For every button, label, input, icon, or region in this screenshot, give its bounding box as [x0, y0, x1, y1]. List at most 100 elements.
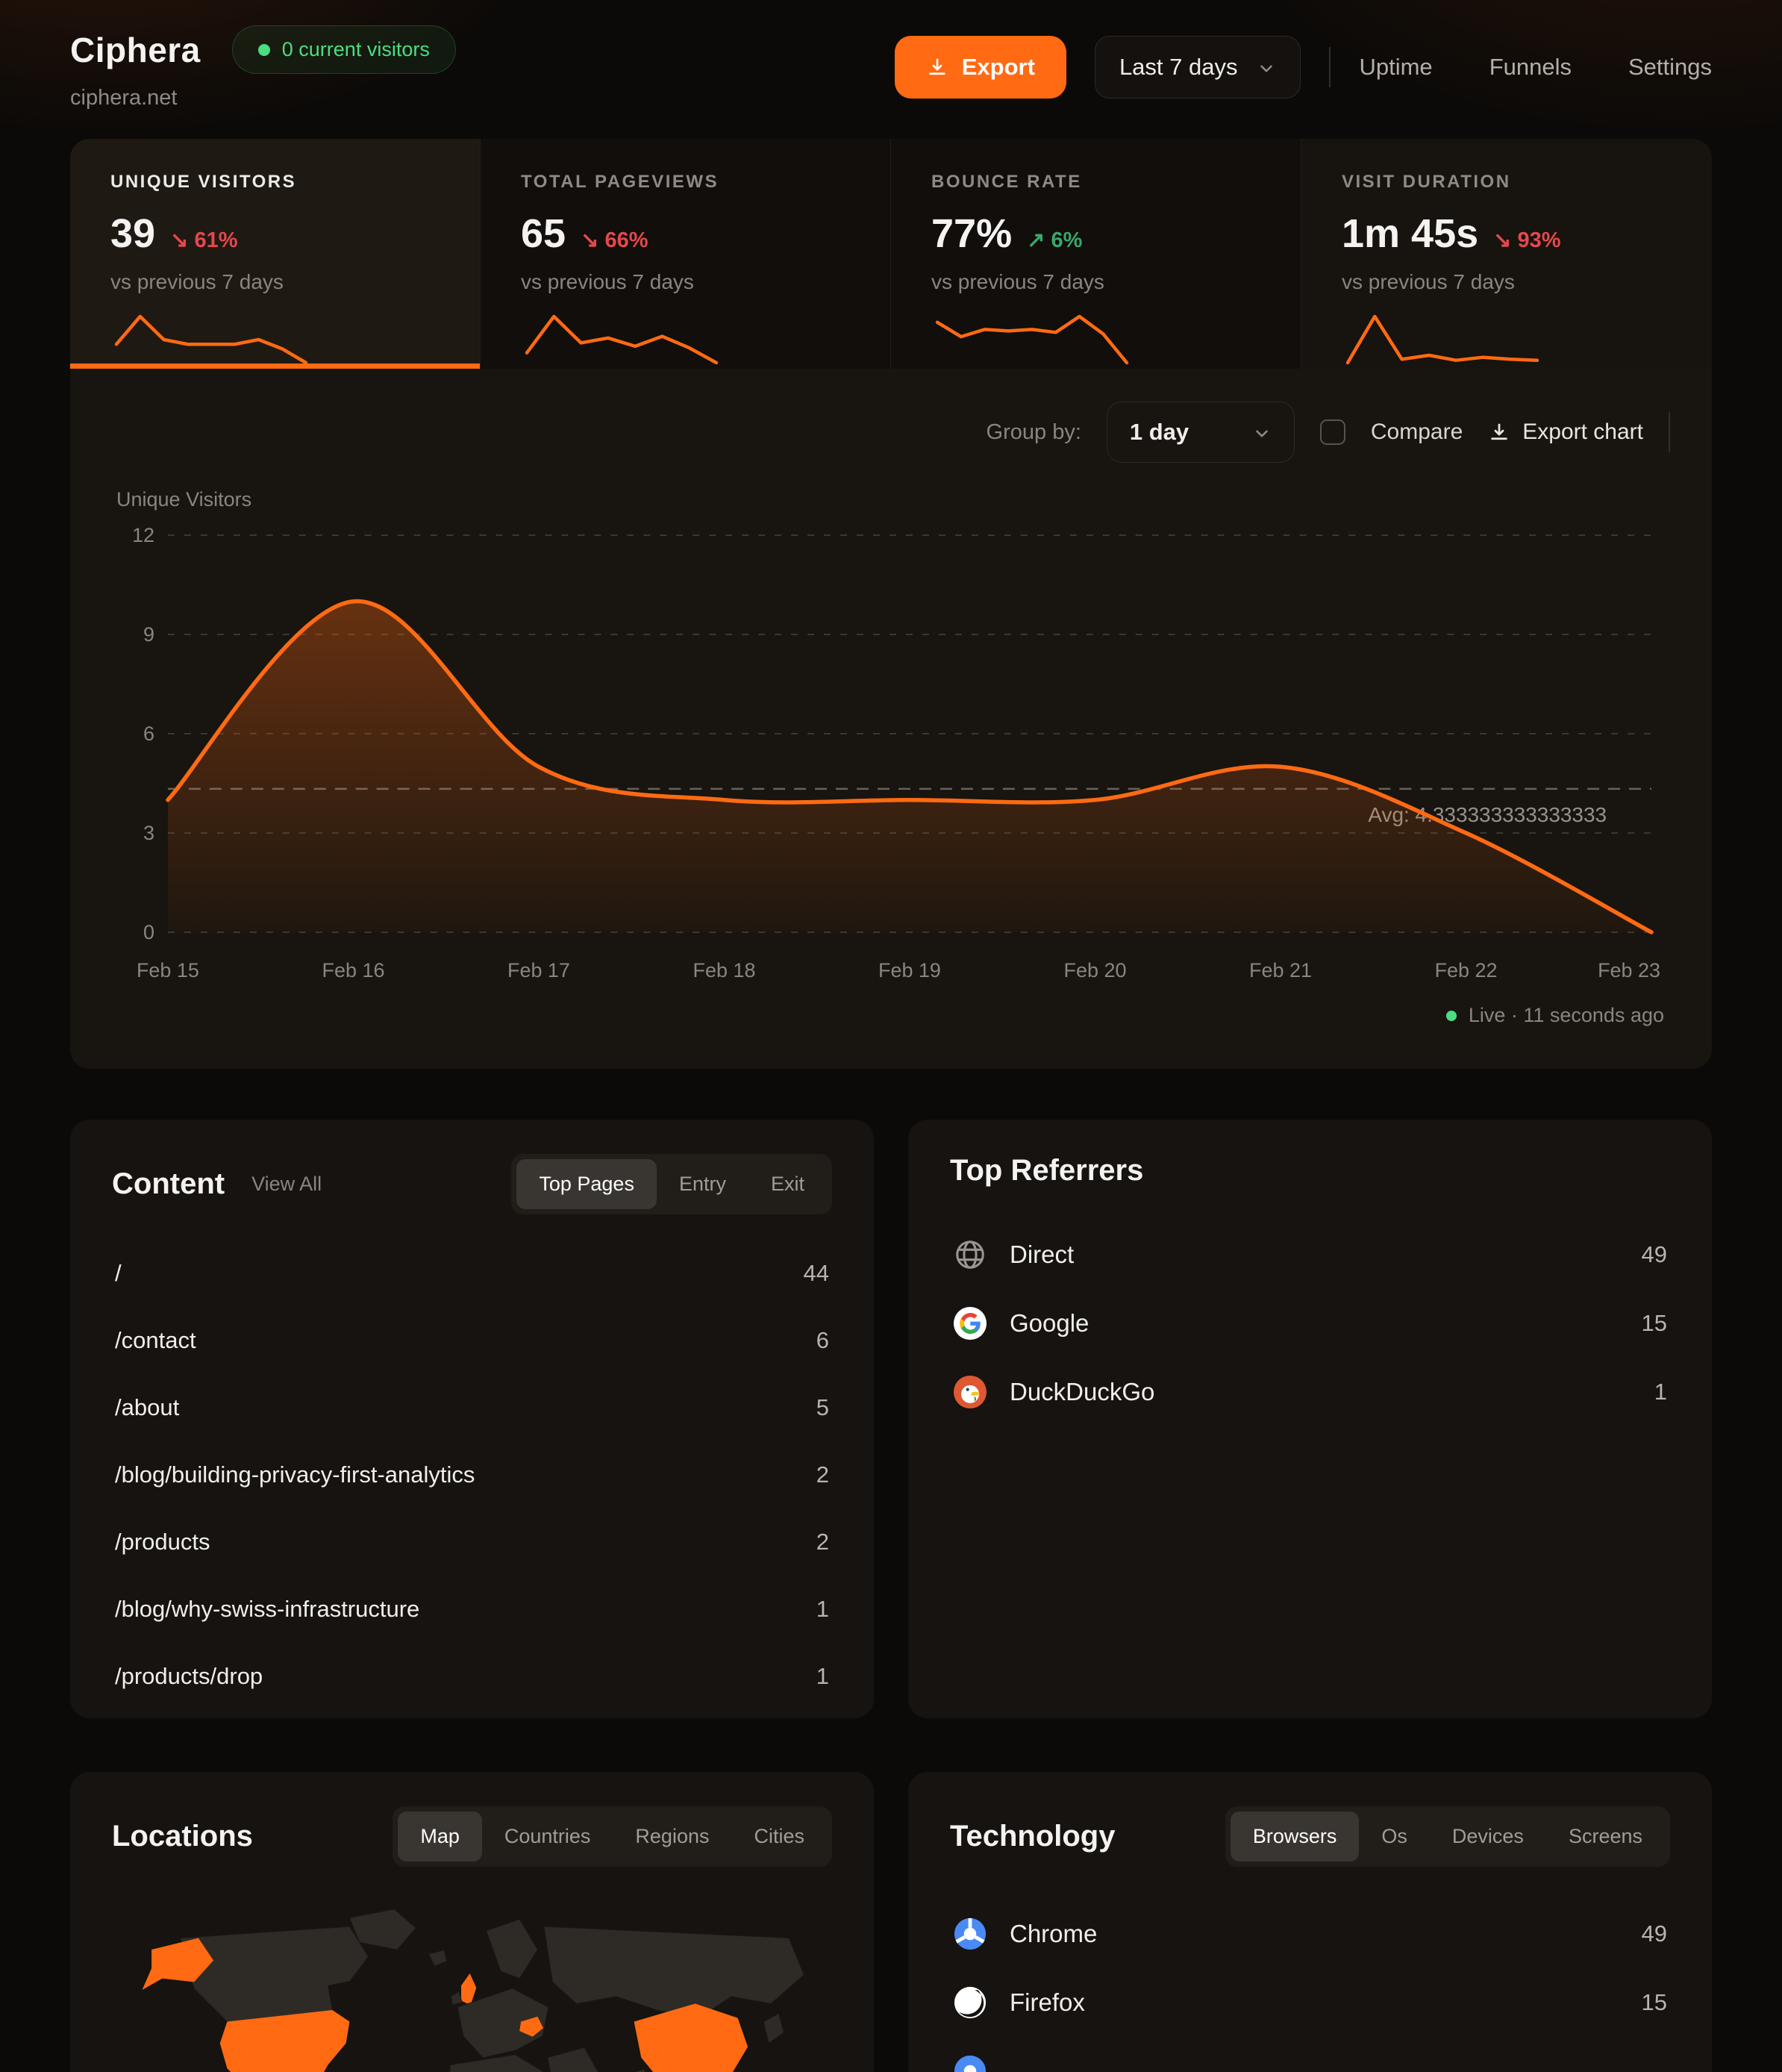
- tab-top-pages[interactable]: Top Pages: [516, 1159, 657, 1209]
- site-name: Ciphera: [70, 30, 201, 69]
- stat-card-unique-visitors[interactable]: UNIQUE VISITORS 39 ↘ 61% vs previous 7 days: [70, 139, 481, 369]
- page-path: /: [115, 1260, 122, 1286]
- svg-text:6: 6: [143, 723, 154, 745]
- header-actions: Export Last 7 days Uptime Funnels Settin…: [894, 36, 1712, 99]
- live-dot-icon: [1445, 1010, 1457, 1021]
- group-by-label: Group by:: [986, 419, 1081, 444]
- page-count: 5: [816, 1394, 829, 1420]
- content-title: Content: [112, 1167, 225, 1200]
- duckduckgo-row[interactable]: DuckDuckGo 1: [950, 1358, 1670, 1426]
- page-path: /contact: [115, 1327, 196, 1353]
- page-row[interactable]: /contact 6: [112, 1307, 832, 1374]
- chrome-row[interactable]: Chrome 49: [950, 1900, 1670, 1968]
- download-icon: [1488, 421, 1510, 443]
- svg-text:Feb 17: Feb 17: [507, 959, 570, 982]
- stat-label: BOUNCE RATE: [931, 172, 1082, 192]
- tab-countries[interactable]: Countries: [482, 1812, 613, 1862]
- page-row[interactable]: /blog/why-swiss-infrastructure 1: [112, 1576, 832, 1643]
- item-count: 15: [1641, 1989, 1667, 2015]
- chart-controls: Group by: 1 day Compare Export chart: [112, 402, 1670, 463]
- nav-funnels[interactable]: Funnels: [1489, 54, 1572, 80]
- item-name: Direct: [1010, 1241, 1075, 1268]
- brand-block: Ciphera 0 current visitors ciphera.net: [70, 25, 456, 110]
- nav-settings[interactable]: Settings: [1628, 54, 1712, 80]
- content-list: / 44/contact 6/about 5/blog/building-privac…: [112, 1240, 832, 1710]
- duckduckgo-icon: [953, 1375, 987, 1409]
- chart-section: Group by: 1 day Compare Export chart: [70, 369, 1712, 1069]
- stat-label: VISIT DURATION: [1342, 172, 1511, 192]
- stat-compare-label: vs previous 7 days: [931, 270, 1104, 293]
- tab-entry[interactable]: Entry: [657, 1159, 748, 1209]
- firefox-row[interactable]: Firefox 15: [950, 1968, 1670, 2037]
- export-label: Export: [961, 54, 1035, 80]
- stat-delta: ↘ 61%: [170, 228, 238, 252]
- tab-screens[interactable]: Screens: [1546, 1812, 1665, 1862]
- stat-value: 39: [110, 211, 156, 256]
- header: Ciphera 0 current visitors ciphera.net E…: [70, 25, 1712, 110]
- locations-card: Locations Map Countries Regions Cities: [70, 1772, 874, 2072]
- tab-cities[interactable]: Cities: [731, 1812, 827, 1862]
- group-by-select[interactable]: 1 day: [1106, 402, 1295, 463]
- current-visitors-badge[interactable]: 0 current visitors: [231, 25, 456, 74]
- page-row[interactable]: / 44: [112, 1240, 832, 1307]
- stat-card-total-pageviews[interactable]: TOTAL PAGEVIEWS 65 ↘ 66% vs previous 7 days: [481, 139, 891, 369]
- map-container: [112, 1888, 832, 2072]
- export-chart-button[interactable]: Export chart: [1488, 419, 1643, 445]
- map-india: [634, 2068, 645, 2072]
- partial-row[interactable]: [950, 2037, 1670, 2072]
- sparkline: [525, 314, 719, 365]
- page-path: /blog/building-privacy-first-analytics: [115, 1461, 475, 1488]
- item-name: Google: [1010, 1309, 1089, 1337]
- compare-label: Compare: [1370, 419, 1463, 444]
- stat-value: 77%: [931, 211, 1013, 256]
- direct-row[interactable]: Direct 49: [950, 1220, 1670, 1289]
- compare-checkbox[interactable]: [1319, 419, 1345, 445]
- stat-compare-label: vs previous 7 days: [110, 270, 284, 293]
- header-divider: [1329, 47, 1331, 87]
- map-canada: [180, 1926, 369, 2022]
- svg-text:12: 12: [132, 524, 154, 546]
- export-button[interactable]: Export: [894, 36, 1066, 99]
- stat-card-visit-duration[interactable]: VISIT DURATION 1m 45s ↘ 93% vs previous 7 d…: [1301, 139, 1712, 369]
- page-row[interactable]: /products/drop 1: [112, 1643, 832, 1710]
- page-row[interactable]: /blog/building-privacy-first-analytics 2: [112, 1441, 832, 1508]
- trend-down-icon: ↘: [170, 228, 189, 252]
- trend-down-icon: ↘: [581, 228, 599, 252]
- view-all-link[interactable]: View All: [251, 1173, 322, 1195]
- page-row[interactable]: /products 2: [112, 1508, 832, 1576]
- date-range-select[interactable]: Last 7 days: [1094, 36, 1301, 99]
- browser-partial-icon: [953, 2054, 987, 2072]
- chevron-down-icon: [1252, 422, 1272, 442]
- item-count: 15: [1641, 1310, 1667, 1336]
- tab-exit[interactable]: Exit: [748, 1159, 827, 1209]
- google-row[interactable]: Google 15: [950, 1289, 1670, 1358]
- technology-card: Technology Browsers Os Devices Screens Chro…: [908, 1772, 1712, 2072]
- stat-card-bounce-rate[interactable]: BOUNCE RATE 77% ↗ 6% vs previous 7 days: [891, 139, 1301, 369]
- map-russia: [543, 1926, 804, 2019]
- map-uk: [461, 1973, 477, 2006]
- page-path: /blog/why-swiss-infrastructure: [115, 1596, 420, 1622]
- chart-series-label: Unique Visitors: [116, 488, 252, 511]
- svg-text:3: 3: [143, 822, 154, 844]
- page-count: 44: [803, 1260, 829, 1286]
- tab-regions[interactable]: Regions: [613, 1812, 731, 1862]
- item-count: 49: [1641, 1920, 1667, 1947]
- tab-map[interactable]: Map: [398, 1812, 482, 1862]
- page-row[interactable]: /about 5: [112, 1374, 832, 1441]
- svg-text:Feb 16: Feb 16: [322, 959, 385, 982]
- download-icon: [926, 56, 948, 78]
- world-map[interactable]: [112, 1888, 832, 2072]
- group-by-value: 1 day: [1129, 419, 1189, 445]
- tab-os[interactable]: Os: [1359, 1812, 1430, 1862]
- stat-label: TOTAL PAGEVIEWS: [521, 172, 719, 192]
- tab-devices[interactable]: Devices: [1430, 1812, 1546, 1862]
- tab-browsers[interactable]: Browsers: [1230, 1812, 1360, 1862]
- item-count: 49: [1641, 1241, 1667, 1267]
- nav-uptime[interactable]: Uptime: [1359, 54, 1433, 80]
- svg-text:Feb 23: Feb 23: [1598, 959, 1660, 982]
- map-middle-east: [547, 2047, 598, 2072]
- site-domain: ciphera.net: [70, 86, 178, 110]
- globe-icon: [953, 1238, 987, 1272]
- technology-title: Technology: [950, 1820, 1116, 1853]
